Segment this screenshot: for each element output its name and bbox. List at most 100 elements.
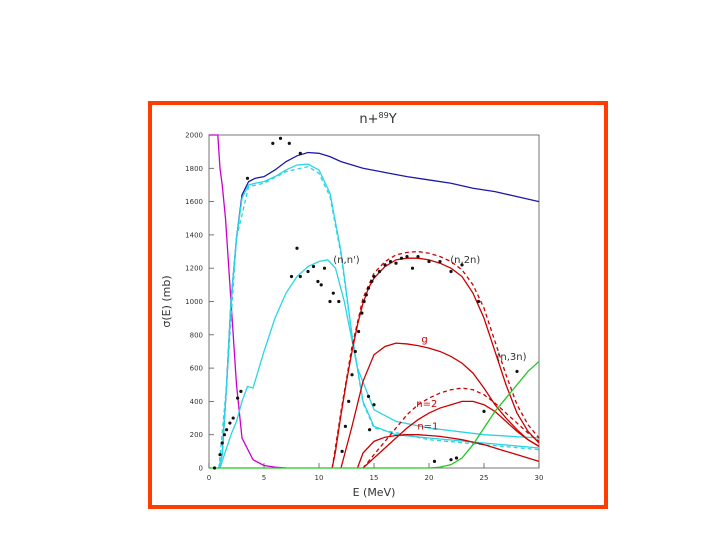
data-point [368, 428, 372, 432]
data-point [360, 311, 364, 315]
data-point [383, 263, 387, 267]
series-line-4 [219, 259, 540, 469]
y-tick-label: 1800 [185, 165, 203, 173]
data-point [331, 291, 335, 295]
data-points [212, 136, 519, 470]
annotations: (n,n') (n,2n) (n,3n) g n=2 n=1 [333, 255, 526, 432]
chart-title: n+89Y [359, 111, 396, 127]
data-point [515, 369, 519, 374]
data-point [449, 458, 453, 462]
plot-area [208, 134, 540, 469]
data-point [271, 141, 275, 145]
series-line-10 [362, 387, 540, 469]
data-point [311, 264, 316, 269]
data-point [432, 459, 437, 463]
data-point [289, 274, 294, 279]
y-tick-label: 0 [199, 465, 203, 473]
data-point [410, 266, 415, 270]
annotation-label: n=2 [416, 399, 437, 410]
data-point [460, 263, 464, 267]
data-point [372, 274, 376, 279]
data-point [372, 403, 376, 407]
y-tick-label: 200 [190, 431, 203, 439]
y-tick-label: 1000 [185, 298, 203, 306]
annotation-label: g [421, 334, 427, 345]
y-tick-label: 1600 [185, 198, 203, 206]
data-point [298, 151, 302, 155]
data-point [366, 394, 371, 399]
data-point [482, 409, 486, 413]
data-point [405, 254, 409, 259]
series-line-7 [331, 250, 540, 469]
data-point [231, 416, 235, 420]
data-point [416, 254, 420, 259]
data-point [298, 274, 302, 279]
series-line-6 [331, 257, 540, 469]
data-point [399, 256, 404, 260]
x-tick-label: 0 [207, 474, 211, 482]
data-point [225, 428, 229, 432]
y-tick-label: 800 [190, 331, 203, 339]
data-point [366, 286, 371, 290]
annotation-label: (n,3n) [496, 352, 526, 363]
cross-section-chart: n+89Y 0 5 10 15 20 25 30 0 200 400 600 800 1000 1200 1… [160, 111, 543, 499]
data-point [370, 279, 374, 284]
data-point [306, 269, 310, 274]
data-point [343, 424, 347, 428]
data-point [220, 441, 224, 445]
data-point [319, 283, 323, 287]
axis-ticks: 0 5 10 15 20 25 30 0 200 400 600 800 1000 1200 1400 160… [185, 132, 543, 483]
x-tick-label: 20 [425, 474, 434, 482]
x-axis-label: E (MeV) [353, 486, 396, 499]
annotation-label: n=1 [417, 422, 438, 433]
data-point [287, 141, 291, 145]
data-point [377, 269, 382, 274]
data-point [362, 299, 366, 304]
data-point [278, 136, 283, 140]
data-point [364, 293, 368, 297]
data-point [218, 453, 222, 457]
data-point [340, 449, 344, 453]
y-tick-label: 400 [190, 398, 203, 406]
series-line-5 [218, 165, 540, 469]
data-point [328, 299, 332, 304]
data-point [388, 259, 393, 264]
data-point [295, 246, 299, 250]
data-point [337, 299, 341, 304]
data-point [476, 299, 481, 304]
y-axis-label: σ(E) (mb) [160, 275, 173, 327]
x-tick-label: 10 [315, 474, 324, 482]
x-tick-label: 30 [535, 474, 544, 482]
chart-frame: n+89Y 0 5 10 15 20 25 30 0 200 400 600 800 1000 1200 1… [148, 101, 608, 509]
series-line-11 [356, 434, 540, 469]
data-point [212, 466, 217, 470]
data-point [350, 373, 354, 377]
y-tick-label: 1200 [185, 265, 203, 273]
data-point [438, 259, 442, 264]
data-point [449, 269, 453, 274]
data-point [427, 259, 431, 264]
x-tick-label: 5 [262, 474, 266, 482]
y-tick-label: 1400 [185, 231, 203, 239]
data-point [353, 349, 357, 354]
data-point [239, 389, 243, 394]
data-point [245, 176, 250, 180]
series-line-12 [209, 360, 540, 469]
y-tick-label: 2000 [185, 132, 203, 140]
data-point [228, 421, 232, 425]
series-line-3 [218, 163, 540, 469]
data-point [322, 266, 327, 270]
x-tick-label: 25 [480, 474, 489, 482]
data-point [316, 279, 320, 284]
series-line-9 [362, 400, 540, 469]
data-point [222, 433, 226, 437]
data-point [357, 329, 361, 334]
data-point [454, 456, 459, 460]
series-line-1 [218, 151, 540, 469]
annotation-label: (n,n') [333, 255, 360, 266]
x-tick-label: 15 [370, 474, 379, 482]
series-line-8 [340, 342, 540, 469]
y-tick-label: 600 [190, 365, 203, 373]
data-point [347, 399, 351, 403]
data-point [394, 261, 398, 265]
